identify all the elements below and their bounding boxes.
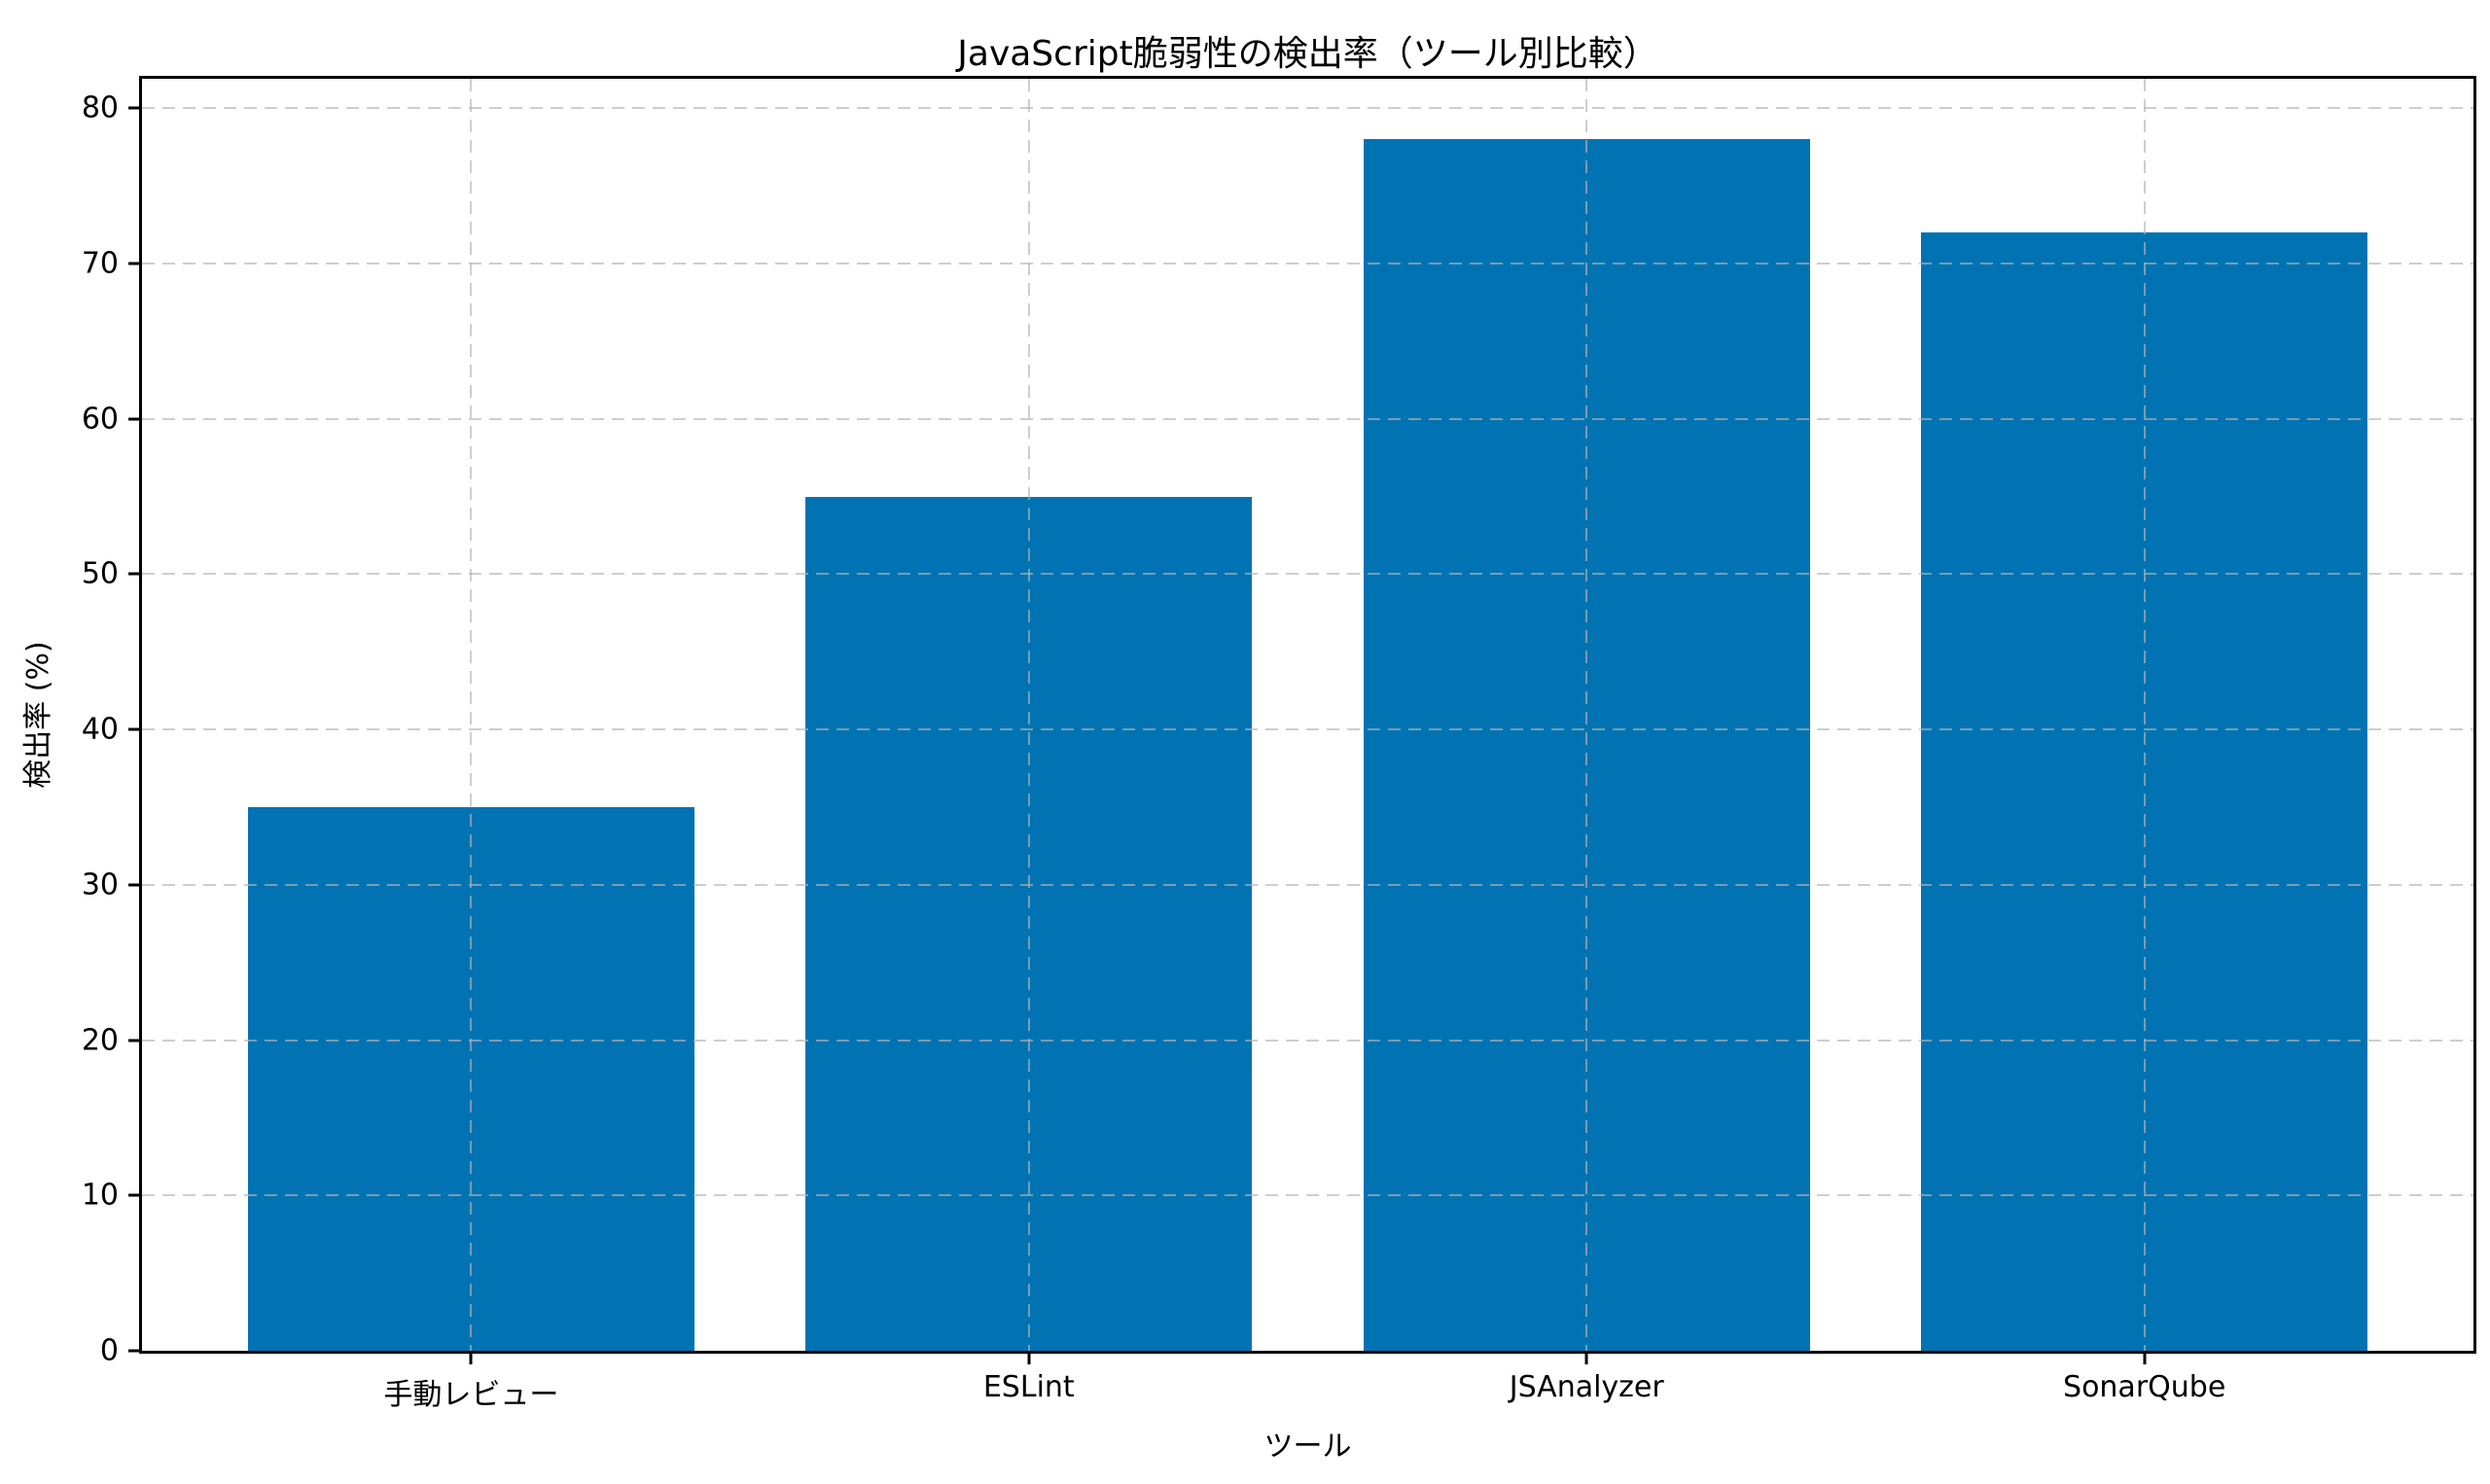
y-tick-0 (128, 1349, 142, 1353)
y-tick-30 (128, 883, 142, 887)
y-tick-label-60: 60 (81, 402, 119, 437)
x-tick-label-2: JSAnalyzer (1509, 1370, 1664, 1404)
y-tick-40 (128, 727, 142, 731)
y-tick-label-40: 40 (81, 712, 119, 747)
bar-3 (1921, 232, 2368, 1351)
x-tick-label-0: 手動レビュー (383, 1378, 559, 1412)
x-axis-label: ツール (1263, 1430, 1352, 1464)
chart-title: JavaScript脆弱性の検出率（ツール別比較） (957, 34, 1658, 74)
bar-2 (1363, 139, 1810, 1351)
x-tick-0 (469, 1351, 473, 1364)
plot-area: 0 10 20 30 40 50 60 70 80 手動レビュー ESLint JSAnalyzer S… (82, 76, 2476, 1412)
y-tick-label-10: 10 (81, 1178, 119, 1213)
gridline-h-80 (142, 107, 2473, 110)
x-tick-label-1: ESLint (982, 1370, 1075, 1404)
x-tick-label-3: SonarQube (2063, 1370, 2226, 1404)
y-axis-label: 検出率 (%) (21, 641, 55, 789)
y-tick-label-30: 30 (81, 867, 119, 902)
y-tick-label-70: 70 (81, 246, 119, 281)
x-tick-1 (1027, 1351, 1031, 1364)
y-tick-70 (128, 262, 142, 265)
bar-0 (247, 807, 694, 1351)
y-tick-50 (128, 572, 142, 576)
y-tick-20 (128, 1039, 142, 1042)
y-tick-label-20: 20 (81, 1023, 119, 1058)
x-tick-3 (2143, 1351, 2147, 1364)
y-tick-80 (128, 106, 142, 110)
y-tick-label-0: 0 (99, 1333, 119, 1368)
y-tick-60 (128, 417, 142, 421)
x-tick-2 (1584, 1351, 1588, 1364)
y-tick-label-50: 50 (81, 556, 119, 591)
bar-1 (805, 496, 1253, 1351)
y-tick-10 (128, 1193, 142, 1197)
y-tick-label-80: 80 (81, 90, 119, 125)
